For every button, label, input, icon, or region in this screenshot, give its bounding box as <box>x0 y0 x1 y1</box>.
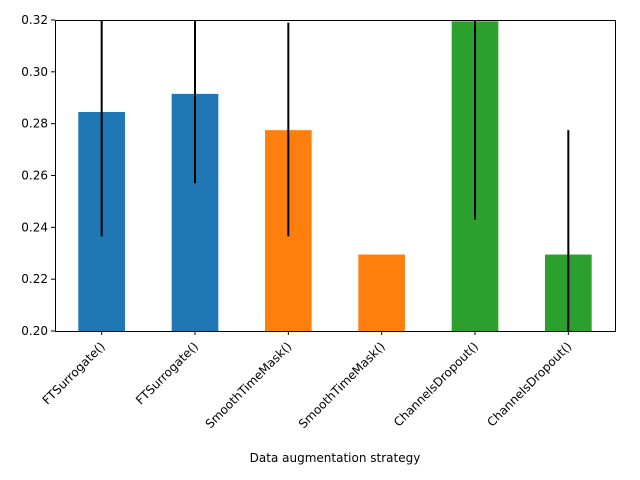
x-tick-label-6: ChannelsDropout() <box>484 339 574 429</box>
y-tick-label-1: 0.20 <box>21 324 48 338</box>
x-tick-label-5: ChannelsDropout() <box>391 339 481 429</box>
plot-area-frame <box>55 20 616 332</box>
x-axis-label: Data augmentation strategy <box>250 451 421 465</box>
errorbars-group <box>100 20 570 331</box>
x-tick-label-2: FTSurrogate() <box>133 339 201 407</box>
y-tick-label-4: 0.26 <box>21 169 48 183</box>
bars-group <box>78 21 592 332</box>
y-tick-label-6: 0.30 <box>21 65 48 79</box>
x-tick-label-4: SmoothTimeMask() <box>296 339 388 431</box>
y-tick-label-2: 0.22 <box>21 272 48 286</box>
x-axis: FTSurrogate() FTSurrogate() SmoothTimeMask… <box>40 331 574 431</box>
x-tick-label-1: FTSurrogate() <box>40 339 108 407</box>
y-tick-label-7: 0.32 <box>21 13 48 27</box>
bar-4 <box>358 254 405 331</box>
y-tick-label-5: 0.28 <box>21 117 48 131</box>
x-tick-label-3: SmoothTimeMask() <box>203 339 295 431</box>
y-axis: 0.20 0.22 0.24 0.26 0.28 0.30 0.32 <box>21 13 55 338</box>
y-tick-label-3: 0.24 <box>21 220 48 234</box>
